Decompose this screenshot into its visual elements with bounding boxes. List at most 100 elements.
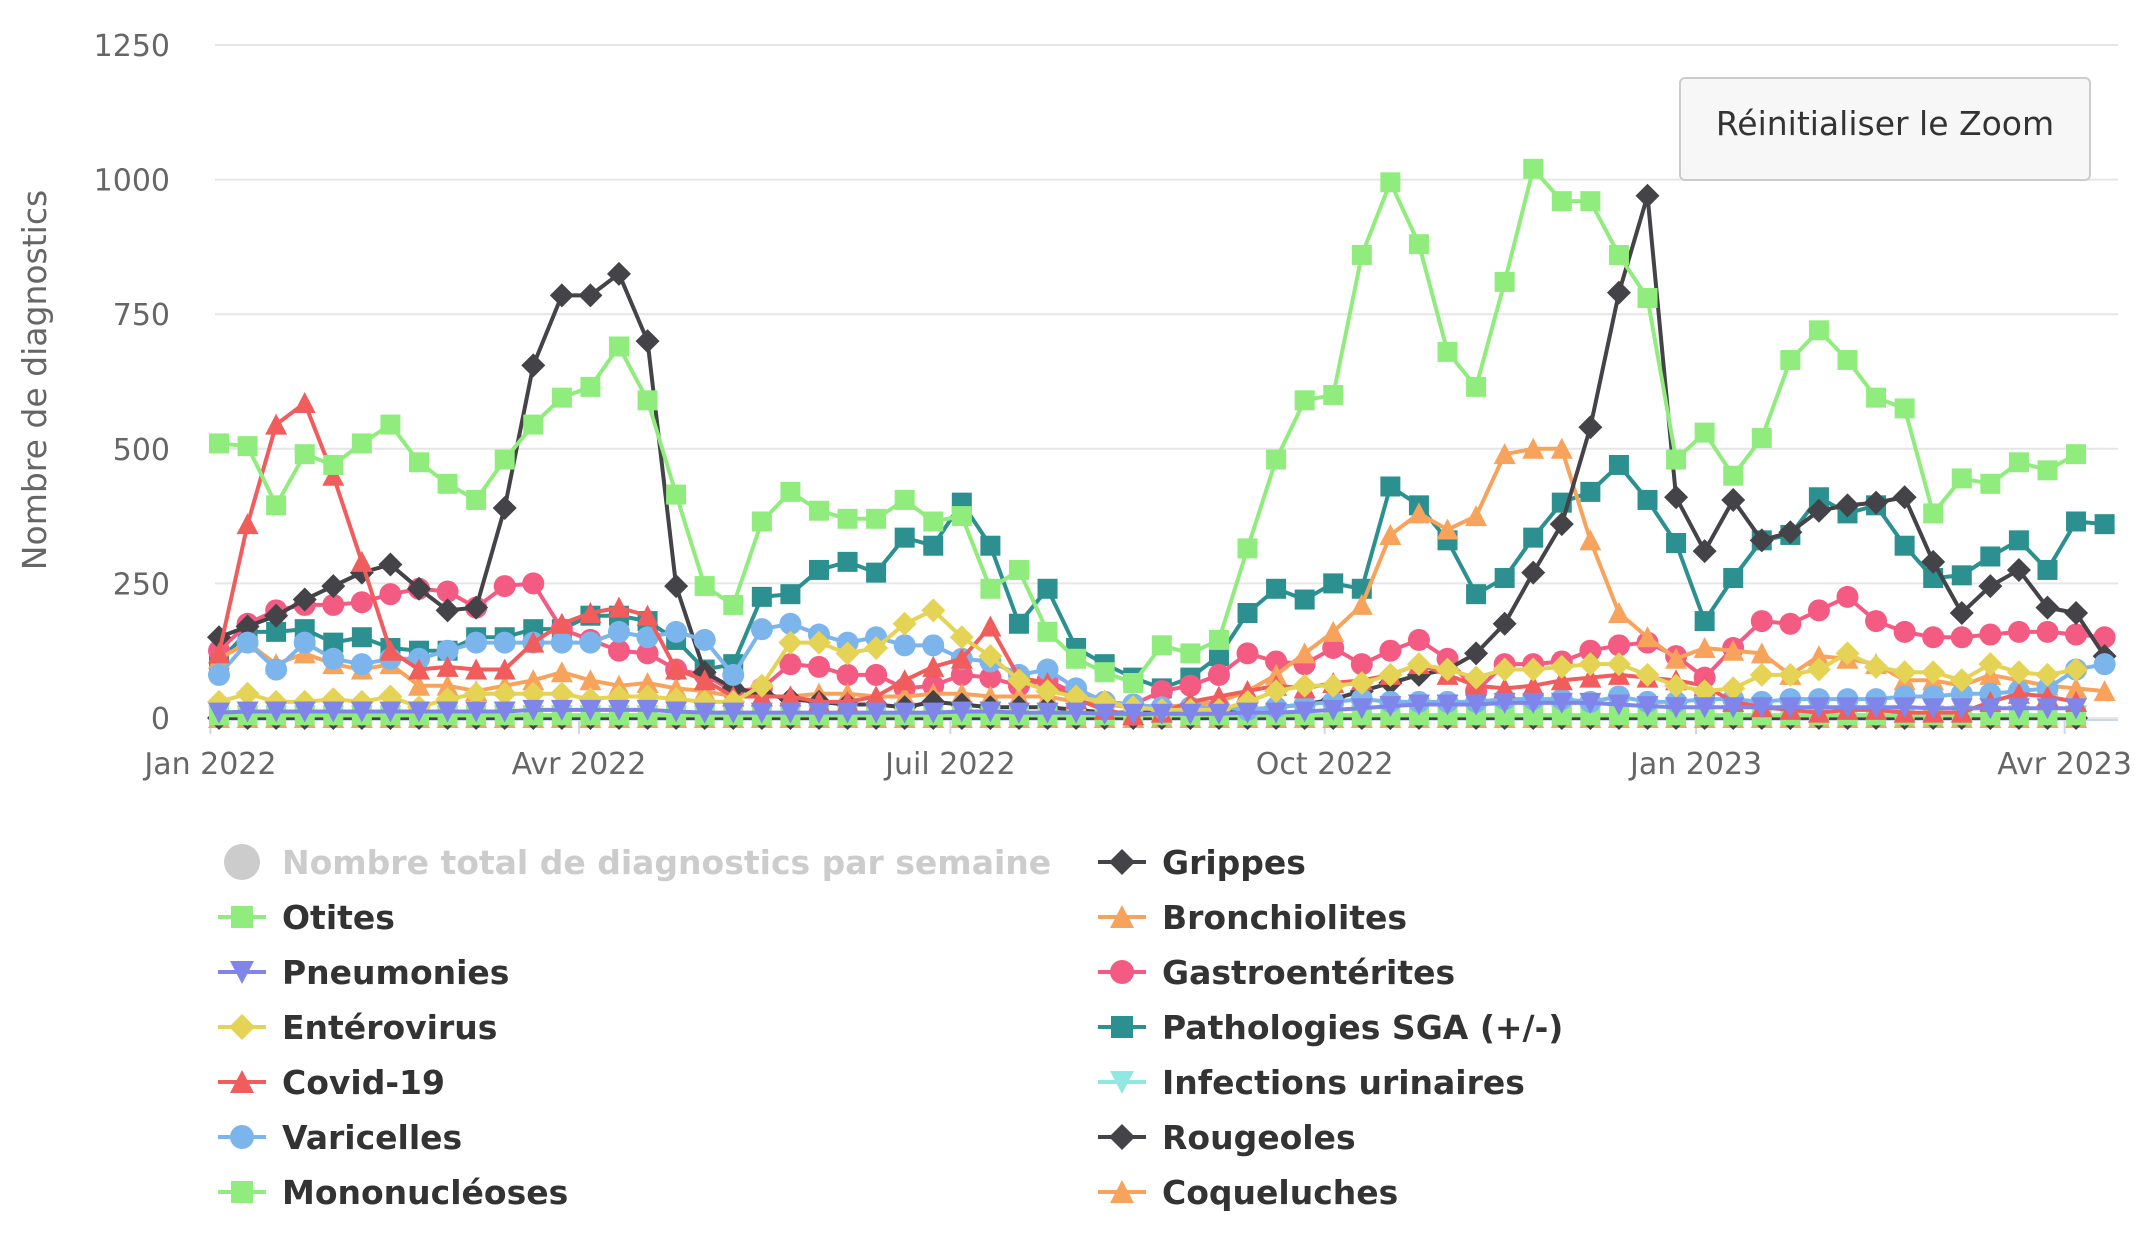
data-point[interactable] — [1749, 662, 1774, 687]
data-point[interactable] — [1921, 660, 1946, 685]
data-point[interactable] — [579, 669, 602, 691]
data-point[interactable] — [835, 641, 860, 666]
data-point[interactable] — [1123, 673, 1144, 694]
data-point[interactable] — [750, 618, 773, 641]
data-point[interactable] — [293, 631, 316, 654]
data-point[interactable] — [1321, 673, 1346, 698]
data-point[interactable] — [921, 598, 946, 623]
data-point[interactable] — [351, 433, 372, 454]
data-point[interactable] — [1493, 692, 1516, 714]
data-point[interactable] — [1550, 437, 1573, 459]
data-point[interactable] — [492, 681, 517, 706]
data-point[interactable] — [1522, 692, 1545, 714]
data-point[interactable] — [1893, 697, 1916, 719]
data-point[interactable] — [1207, 663, 1230, 686]
data-point[interactable] — [1606, 652, 1631, 677]
data-point[interactable] — [1322, 620, 1345, 642]
data-point[interactable] — [1922, 698, 1945, 720]
data-point[interactable] — [521, 353, 546, 378]
data-point[interactable] — [2066, 511, 2087, 532]
data-point[interactable] — [2007, 620, 2030, 643]
data-point[interactable] — [466, 489, 487, 510]
data-point[interactable] — [666, 484, 687, 505]
data-point[interactable] — [1521, 560, 1546, 585]
data-point[interactable] — [493, 575, 516, 598]
data-point[interactable] — [1293, 642, 1316, 664]
data-point[interactable] — [2094, 514, 2115, 535]
data-point[interactable] — [464, 681, 489, 706]
data-point[interactable] — [492, 496, 517, 521]
data-point[interactable] — [549, 283, 574, 308]
data-point[interactable] — [1378, 662, 1403, 687]
data-point[interactable] — [893, 669, 916, 691]
data-point[interactable] — [1549, 512, 1574, 537]
data-point[interactable] — [1864, 654, 1889, 679]
data-point[interactable] — [1008, 559, 1029, 580]
data-point[interactable] — [550, 661, 573, 683]
data-point[interactable] — [264, 603, 289, 628]
legend-item[interactable]: Infections urinaires — [1098, 1063, 1525, 1102]
data-point[interactable] — [1292, 673, 1317, 698]
legend-item[interactable]: Entérovirus — [218, 1008, 497, 1047]
data-point[interactable] — [1836, 585, 1859, 608]
data-point[interactable] — [2093, 626, 2116, 649]
data-point[interactable] — [807, 655, 830, 678]
data-point[interactable] — [1837, 349, 1858, 370]
data-point[interactable] — [266, 621, 287, 642]
data-point[interactable] — [1578, 415, 1603, 440]
data-point[interactable] — [1008, 613, 1029, 634]
data-point[interactable] — [1606, 280, 1631, 305]
series-otites[interactable] — [209, 158, 2087, 694]
data-point[interactable] — [208, 663, 230, 686]
data-point[interactable] — [1607, 694, 1630, 716]
data-point[interactable] — [293, 701, 316, 723]
legend-item[interactable]: Rougeoles — [1098, 1118, 1356, 1157]
data-point[interactable] — [1635, 662, 1660, 687]
data-point[interactable] — [1208, 629, 1229, 650]
data-point[interactable] — [636, 604, 659, 626]
data-point[interactable] — [1266, 449, 1287, 470]
data-point[interactable] — [837, 508, 858, 529]
data-point[interactable] — [1266, 578, 1287, 599]
data-point[interactable] — [1179, 674, 1202, 697]
data-point[interactable] — [1523, 705, 1544, 726]
series-pneumonies[interactable] — [208, 692, 2088, 725]
data-point[interactable] — [693, 628, 716, 651]
data-point[interactable] — [1464, 641, 1489, 666]
data-point[interactable] — [1380, 172, 1401, 193]
data-point[interactable] — [1551, 191, 1572, 212]
data-point[interactable] — [665, 701, 688, 723]
data-point[interactable] — [580, 376, 601, 397]
data-point[interactable] — [866, 508, 887, 529]
data-point[interactable] — [1693, 637, 1716, 659]
data-point[interactable] — [322, 464, 345, 486]
data-point[interactable] — [751, 511, 772, 532]
data-point[interactable] — [722, 702, 745, 724]
data-point[interactable] — [607, 620, 630, 643]
data-point[interactable] — [1750, 610, 1773, 633]
data-point[interactable] — [806, 630, 831, 655]
data-point[interactable] — [265, 701, 288, 723]
data-point[interactable] — [865, 702, 888, 724]
data-point[interactable] — [1522, 674, 1545, 696]
data-point[interactable] — [292, 587, 317, 612]
data-point[interactable] — [1978, 574, 2003, 599]
data-point[interactable] — [579, 699, 602, 721]
data-point[interactable] — [1350, 593, 1373, 615]
data-point[interactable] — [1979, 698, 2002, 720]
data-point[interactable] — [407, 701, 430, 723]
data-point[interactable] — [1065, 702, 1088, 724]
data-point[interactable] — [1150, 680, 1173, 703]
data-point[interactable] — [379, 583, 402, 606]
data-point[interactable] — [378, 552, 403, 577]
data-point[interactable] — [607, 596, 630, 618]
data-point[interactable] — [1064, 684, 1089, 709]
data-point[interactable] — [1951, 468, 1972, 489]
data-point[interactable] — [522, 631, 545, 653]
data-point[interactable] — [1866, 387, 1887, 408]
data-point[interactable] — [1980, 546, 2001, 567]
data-point[interactable] — [1466, 584, 1487, 605]
data-point[interactable] — [865, 685, 888, 707]
data-point[interactable] — [1666, 533, 1687, 554]
data-point[interactable] — [1579, 639, 1602, 662]
